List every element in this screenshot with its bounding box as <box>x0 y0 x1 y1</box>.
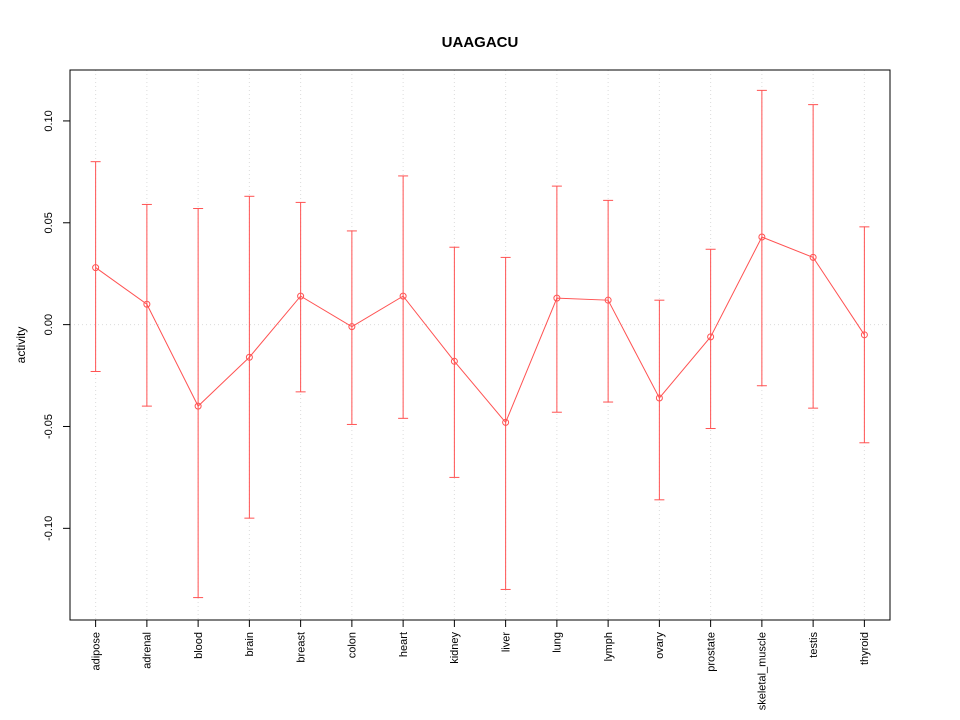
x-tick-label: heart <box>398 632 410 657</box>
axes: -0.10 -0.05 0.00 0.05 0.10 adipose adrenal bloo… <box>43 110 871 710</box>
data-point <box>245 353 253 361</box>
data-point <box>502 418 510 426</box>
x-tick-label: thyroid <box>859 632 871 665</box>
data-point <box>450 357 458 365</box>
y-axis-label: activity <box>14 327 28 364</box>
data-point <box>348 323 356 331</box>
y-tick-label: -0.10 <box>43 516 55 541</box>
data-point <box>194 402 202 410</box>
data-points <box>92 233 868 426</box>
data-point <box>655 394 663 402</box>
y-tick-label: 0.05 <box>43 212 55 233</box>
x-tick-label: kidney <box>449 632 461 664</box>
x-tick-label: adipose <box>90 632 102 671</box>
data-point <box>860 331 868 339</box>
x-tick-label: testis <box>808 632 820 658</box>
data-point <box>604 296 612 304</box>
data-point <box>809 253 817 261</box>
x-tick-label: brain <box>244 632 256 656</box>
x-tick-label: skeletal_muscle <box>757 632 769 710</box>
data-point <box>399 292 407 300</box>
x-tick-label: lymph <box>603 632 615 661</box>
plot-border <box>69 69 891 621</box>
data-point <box>707 333 715 341</box>
data-point <box>758 233 766 241</box>
chart-title: UAAGACU <box>442 34 519 51</box>
x-tick-label: adrenal <box>142 632 154 669</box>
data-point <box>143 300 151 308</box>
x-tick-label: breast <box>295 632 307 663</box>
gridlines <box>70 70 890 620</box>
error-bars <box>90 89 870 599</box>
x-tick-label: prostate <box>705 632 717 672</box>
x-tick-label: ovary <box>654 632 666 659</box>
data-point <box>297 292 305 300</box>
x-tick-label: lung <box>552 632 564 653</box>
data-point <box>553 294 561 302</box>
y-tick-label: 0.10 <box>43 110 55 131</box>
x-tick-label: blood <box>193 632 205 659</box>
y-tick-label: 0.00 <box>43 314 55 335</box>
series-line <box>95 236 865 424</box>
y-tick-label: -0.05 <box>43 414 55 439</box>
x-tick-label: liver <box>500 632 512 653</box>
series-polyline <box>95 236 865 424</box>
x-tick-label: colon <box>347 632 359 658</box>
data-point <box>92 264 100 272</box>
